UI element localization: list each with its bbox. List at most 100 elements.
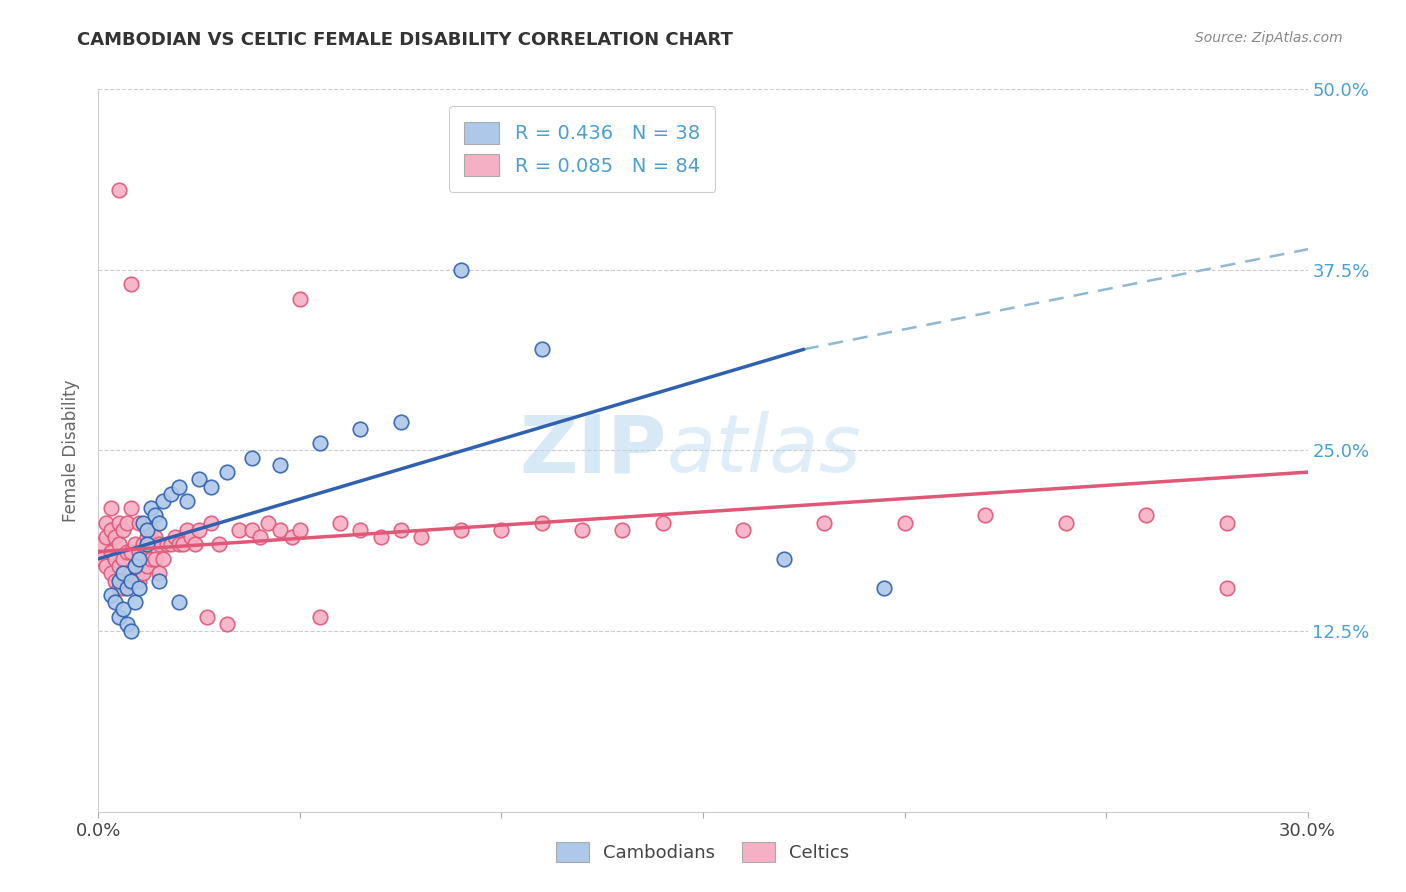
Point: [256, 516, 278, 530]
Point: [450, 523, 472, 537]
Point: [103, 551, 125, 566]
Text: atlas: atlas: [666, 411, 862, 490]
Point: [269, 458, 291, 472]
Point: [128, 581, 150, 595]
Point: [128, 551, 150, 566]
Point: [139, 551, 162, 566]
Point: [132, 516, 155, 530]
Y-axis label: Female Disability: Female Disability: [62, 379, 80, 522]
Point: [111, 566, 134, 581]
Point: [107, 559, 129, 574]
Point: [309, 609, 332, 624]
Point: [389, 523, 412, 537]
Point: [240, 523, 263, 537]
Point: [309, 436, 332, 450]
Point: [100, 566, 122, 581]
Point: [184, 537, 207, 551]
Point: [139, 501, 162, 516]
Point: [188, 472, 211, 486]
Point: [135, 559, 157, 574]
Point: [1054, 516, 1077, 530]
Point: [188, 523, 211, 537]
Point: [143, 551, 166, 566]
Point: [651, 516, 673, 530]
Point: [103, 530, 125, 544]
Point: [111, 551, 134, 566]
Point: [128, 516, 150, 530]
Point: [115, 544, 138, 558]
Point: [167, 480, 190, 494]
Point: [176, 494, 198, 508]
Point: [772, 551, 794, 566]
Point: [180, 530, 202, 544]
Point: [389, 415, 412, 429]
Point: [100, 501, 122, 516]
Point: [163, 530, 186, 544]
Point: [143, 530, 166, 544]
Point: [288, 292, 311, 306]
Point: [176, 523, 198, 537]
Point: [139, 523, 162, 537]
Text: CAMBODIAN VS CELTIC FEMALE DISABILITY CORRELATION CHART: CAMBODIAN VS CELTIC FEMALE DISABILITY CO…: [77, 31, 733, 49]
Point: [148, 574, 170, 588]
Point: [111, 581, 134, 595]
Point: [91, 551, 114, 566]
Point: [491, 523, 513, 537]
Legend: R = 0.436   N = 38, R = 0.085   N = 84: R = 0.436 N = 38, R = 0.085 N = 84: [449, 106, 716, 192]
Point: [167, 595, 190, 609]
Point: [571, 523, 593, 537]
Point: [208, 537, 231, 551]
Point: [100, 523, 122, 537]
Point: [96, 530, 118, 544]
Point: [111, 602, 134, 616]
Point: [128, 574, 150, 588]
Point: [349, 523, 371, 537]
Point: [370, 530, 392, 544]
Point: [107, 574, 129, 588]
Point: [135, 537, 157, 551]
Point: [530, 343, 553, 357]
Point: [132, 537, 155, 551]
Point: [128, 544, 150, 558]
Point: [172, 537, 194, 551]
Point: [240, 450, 263, 465]
Point: [91, 537, 114, 551]
Point: [167, 537, 190, 551]
Point: [115, 581, 138, 595]
Point: [103, 574, 125, 588]
Point: [450, 262, 472, 277]
Point: [124, 559, 146, 574]
Point: [148, 566, 170, 581]
Point: [107, 537, 129, 551]
Point: [115, 574, 138, 588]
Point: [120, 574, 142, 588]
Point: [974, 508, 997, 523]
Point: [813, 516, 835, 530]
Point: [195, 609, 218, 624]
Point: [103, 595, 125, 609]
Point: [120, 277, 142, 292]
Point: [228, 523, 250, 537]
Point: [120, 624, 142, 639]
Point: [873, 581, 896, 595]
Point: [132, 566, 155, 581]
Point: [281, 530, 304, 544]
Point: [1216, 581, 1239, 595]
Point: [217, 465, 239, 479]
Point: [124, 559, 146, 574]
Point: [120, 544, 142, 558]
Point: [1216, 516, 1239, 530]
Point: [124, 537, 146, 551]
Point: [152, 551, 174, 566]
Point: [733, 523, 755, 537]
Point: [107, 183, 129, 197]
Point: [96, 559, 118, 574]
Point: [200, 480, 222, 494]
Point: [120, 566, 142, 581]
Text: ZIP: ZIP: [519, 411, 666, 490]
Point: [107, 581, 129, 595]
Point: [148, 516, 170, 530]
Point: [107, 516, 129, 530]
Point: [409, 530, 432, 544]
Point: [107, 609, 129, 624]
